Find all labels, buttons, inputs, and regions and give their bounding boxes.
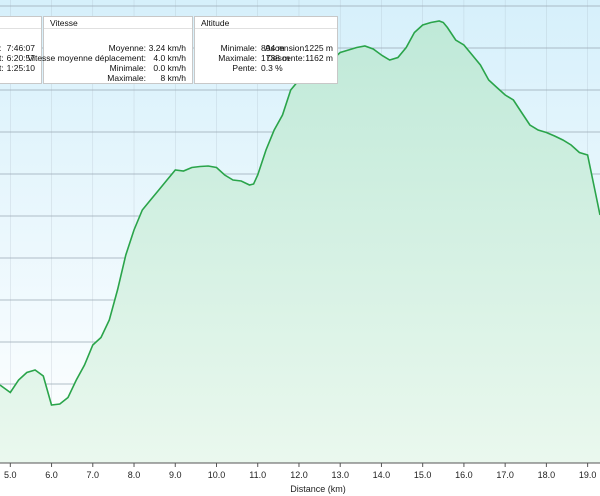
altitude-stats-panel: Altitude Minimale: 894 m Ascension: 1225… <box>194 16 338 84</box>
speed-stats-panel: Vitesse Moyenne: 3.24 km/h Vitesse moyen… <box>28 16 193 84</box>
slope-label: Pente: <box>232 63 257 73</box>
altitude-panel-title: Altitude <box>201 18 230 28</box>
speed-panel-title: Vitesse <box>50 18 78 28</box>
descent-value: 1162 m <box>305 53 333 63</box>
x-tick-label: 5.0 <box>4 470 17 480</box>
time-label-stub-1: : <box>0 43 1 53</box>
x-tick-label: 14.0 <box>373 470 391 480</box>
speed-moving-average-value: 4.0 km/h <box>153 53 186 63</box>
descent-label: Descente: <box>266 53 305 63</box>
speed-min-label: Minimale: <box>109 63 146 73</box>
speed-moving-average-label: Vitesse moyenne déplacement: <box>27 53 146 63</box>
time-label-stub-3: t: <box>0 63 4 73</box>
x-tick-label: 19.0 <box>579 470 597 480</box>
slope-value: 0.3 % <box>261 63 283 73</box>
elevation-area <box>0 21 600 463</box>
x-tick-label: 16.0 <box>455 470 473 480</box>
time-stopped-value: 1:25:10 <box>6 63 35 73</box>
x-tick-label: 11.0 <box>249 470 266 480</box>
ascent-label: Ascension: <box>265 43 307 53</box>
x-tick-label: 7.0 <box>87 470 100 480</box>
time-stats-panel: 7:46:07 6:20:57 1:25:10 : t: t: <box>0 16 42 84</box>
time-total-value: 7:46:07 <box>6 43 35 53</box>
altitude-max-label: Maximale: <box>218 53 257 63</box>
time-label-stub-2: t: <box>0 53 4 63</box>
x-tick-label: 8.0 <box>128 470 141 480</box>
x-tick-label: 10.0 <box>208 470 226 480</box>
x-tick-label: 12.0 <box>290 470 308 480</box>
speed-max-value: 8 km/h <box>160 73 186 83</box>
x-axis-ticks: 5.0 6.0 7.0 8.0 9.0 10.0 11.0 12.0 13.0 14.0 15.0 1… <box>4 463 596 480</box>
x-tick-label: 15.0 <box>414 470 432 480</box>
x-tick-label: 13.0 <box>331 470 349 480</box>
ascent-value: 1225 m <box>304 43 333 53</box>
x-tick-label: 9.0 <box>169 470 182 480</box>
speed-average-label: Moyenne: <box>108 43 146 53</box>
altitude-min-label: Minimale: <box>220 43 257 53</box>
x-tick-label: 18.0 <box>538 470 556 480</box>
speed-average-value: 3.24 km/h <box>148 43 186 53</box>
time-moving-value: 6:20:57 <box>6 53 35 63</box>
speed-max-label: Maximale: <box>107 73 146 83</box>
speed-min-value: 0.0 km/h <box>153 63 186 73</box>
x-tick-label: 6.0 <box>45 470 58 480</box>
x-tick-label: 17.0 <box>496 470 514 480</box>
altitude-max-val: 1738 m <box>261 53 290 63</box>
x-axis-label: Distance (km) <box>290 484 346 494</box>
altitude-min-val: 894 m <box>261 43 285 53</box>
